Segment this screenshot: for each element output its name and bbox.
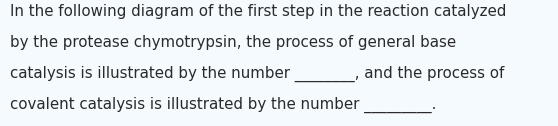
Text: covalent catalysis is illustrated by the number _________.: covalent catalysis is illustrated by the…: [10, 96, 436, 113]
Text: catalysis is illustrated by the number ________, and the process of: catalysis is illustrated by the number _…: [10, 66, 504, 82]
Text: by the protease chymotrypsin, the process of general base: by the protease chymotrypsin, the proces…: [10, 35, 456, 50]
Text: In the following diagram of the first step in the reaction catalyzed: In the following diagram of the first st…: [10, 4, 507, 19]
